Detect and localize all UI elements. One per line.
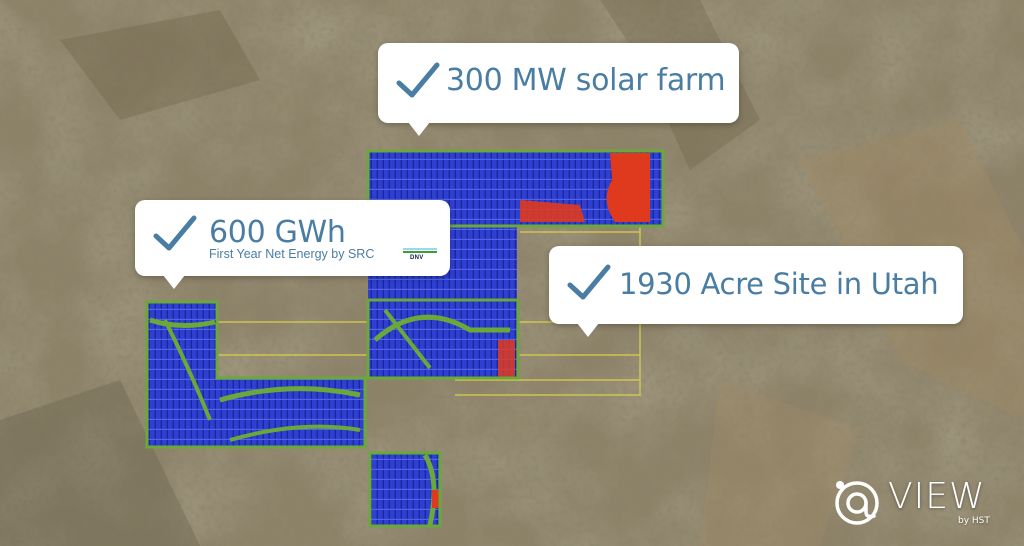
solar-array-west [145,300,367,449]
solar-array-south [368,451,442,528]
callout-energy-subtitle: First Year Net Energy by SRC [209,247,375,261]
brand-byline: by HST [958,516,990,526]
callout-annual-energy: 600 GWh First Year Net Energy by SRC DNV [135,200,450,289]
callout-solar-capacity: 300 MW solar farm [378,43,739,136]
callout-site-area: 1930 Acre Site in Utah [549,246,963,337]
dnv-logo: DNV [403,248,437,262]
callout-solar-title: 300 MW solar farm [446,63,726,98]
dnv-logo-text: DNV [410,255,424,261]
check-icon [396,62,440,98]
brand-name: VIEW [888,476,986,517]
at-orbit-logo-icon [835,481,879,525]
brand-logo: VIEW by HST [828,472,1018,532]
solar-array-central [366,298,520,380]
callout-site-title: 1930 Acre Site in Utah [619,267,939,301]
check-icon [153,215,197,251]
check-icon [567,264,611,300]
callout-energy-title: 600 GWh [209,215,346,250]
